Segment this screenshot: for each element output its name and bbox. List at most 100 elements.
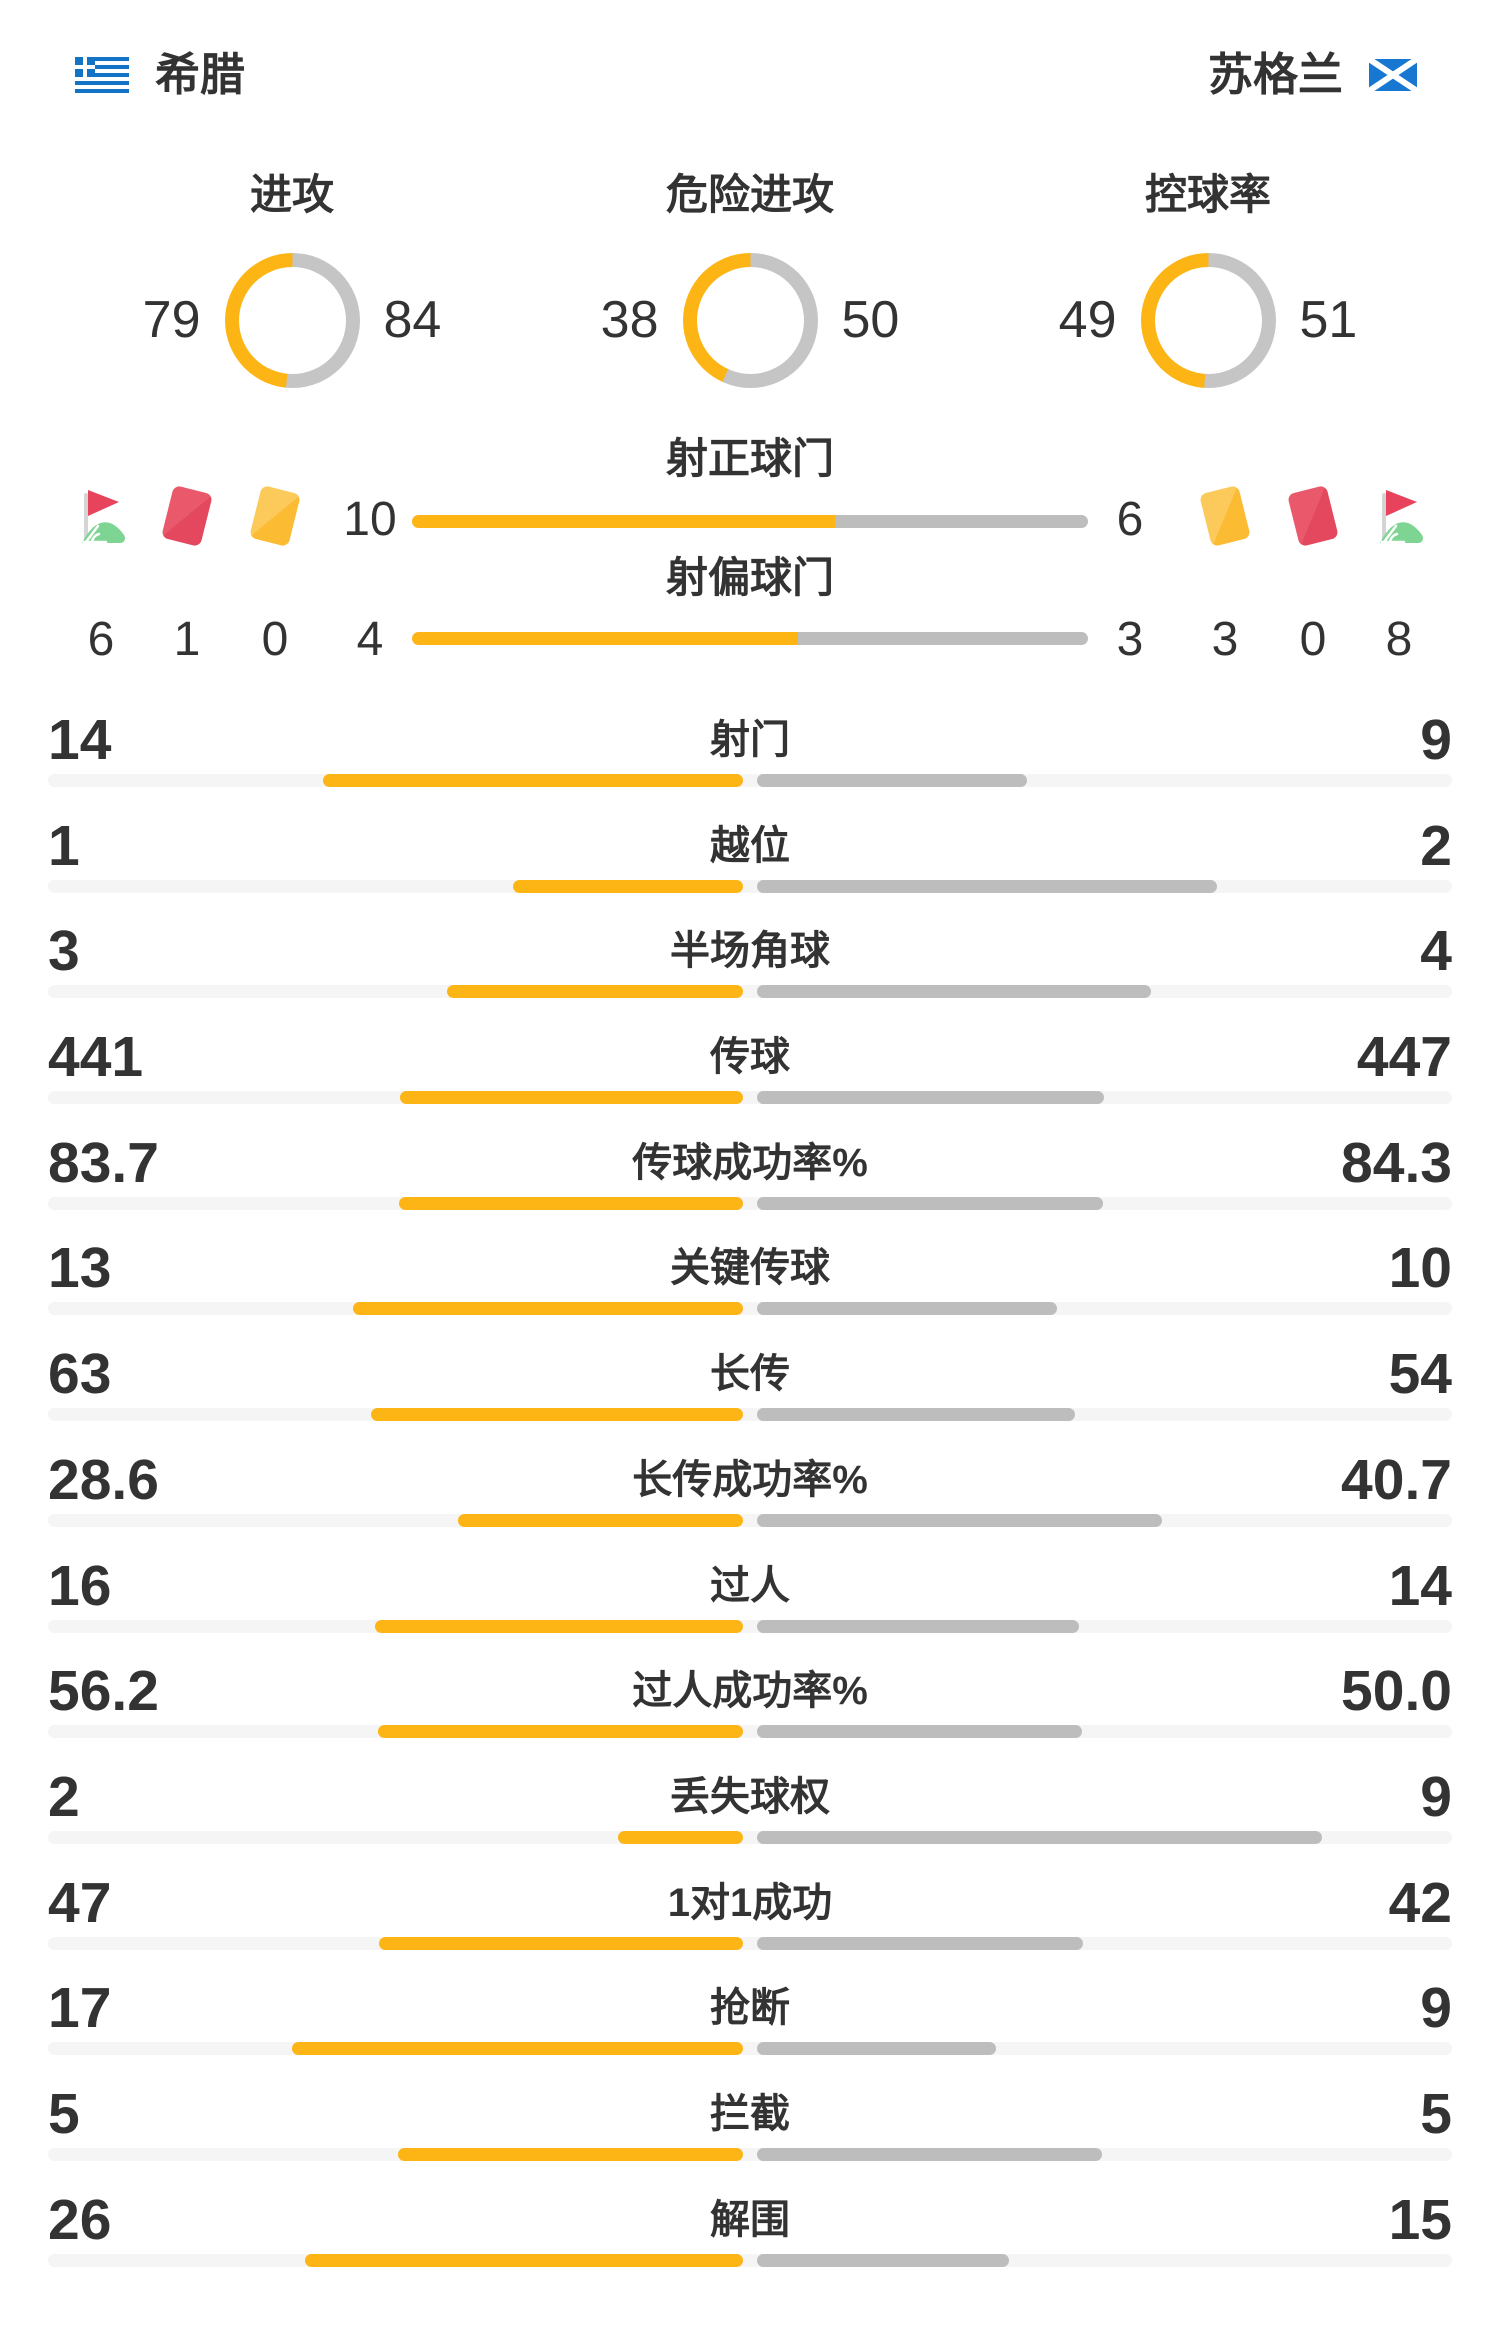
away-team-name: 苏格兰 [1207,49,1343,100]
stat-label: 半场角球 [670,929,830,974]
stat-row: 441 传球 447 [0,1017,1500,1123]
stat-bar-home [292,2042,743,2056]
stat-row: 47 1对1成功 42 [0,1863,1500,1969]
donut-hole [1154,267,1262,374]
stat-label: 射门 [710,718,790,762]
stat-bar-home [447,985,743,999]
stat-bar-track [48,1196,1452,1210]
shots-on-target-title: 射正球门 [665,435,834,482]
stat-home-value: 28.6 [48,1447,159,1512]
shots-on-away-value: 6 [1116,493,1144,546]
stat-label: 抢断 [710,1986,790,2031]
donut-home-value: 38 [600,291,659,349]
away-red-card-count: 0 [1299,613,1327,666]
corner-flag-icon [80,488,127,545]
stat-bar-away [757,1830,1322,1844]
shots-off-away-value: 3 [1116,613,1144,666]
stat-row: 16 过人 14 [0,1546,1500,1652]
stat-row: 14 射门 9 [0,700,1500,806]
stat-bar-away [757,1619,1079,1633]
stat-home-value: 441 [48,1025,144,1090]
stat-label: 过人 [710,1563,790,1608]
donut-away-value: 84 [383,291,442,349]
donut-away-value: 50 [841,291,900,349]
stat-bar-home [398,2147,743,2161]
stat-bar-home [399,1196,743,1210]
stat-bar-home [618,1830,743,1844]
stat-bar-track [48,2042,1452,2056]
stat-row: 28.6 长传成功率% 40.7 [0,1440,1500,1546]
shots-off-target-bar [412,632,1088,645]
stats-list: 14 射门 9 1 越位 2 3 半场角球 4 441 传球 4 [0,700,1500,2285]
stat-away-value: 9 [1420,1976,1452,2041]
stat-bar-track [48,1936,1452,1950]
stat-bar-home [323,774,743,787]
donut-hole [238,267,346,374]
stat-home-value: 56.2 [48,1659,159,1724]
away-corner-count: 8 [1385,613,1413,666]
stat-home-value: 16 [48,1553,112,1618]
stat-bar-away [757,1513,1162,1527]
stat-home-value: 17 [48,1976,112,2041]
yellow-card-icon [1199,484,1251,548]
stat-label: 丢失球权 [670,1774,830,1819]
stat-bar-home [353,1302,743,1316]
stat-bar-home [305,2253,743,2267]
donut-ring [682,253,818,388]
donut-home-value: 49 [1058,291,1117,349]
donut-group: 危险进攻 38 50 [521,170,979,400]
stat-away-value: 9 [1420,708,1452,772]
stat-away-value: 50.0 [1341,1659,1452,1724]
away-team: 苏格兰 [1208,50,1417,100]
stat-bar-away [757,2042,996,2056]
stat-home-value: 26 [48,2187,112,2252]
stat-label: 传球成功率% [632,1140,868,1185]
stat-row: 56.2 过人成功率% 50.0 [0,1651,1500,1757]
home-team-name: 希腊 [155,49,246,100]
donut-hole [696,267,804,374]
stat-away-value: 9 [1420,1764,1452,1829]
donut-label: 控球率 [1144,171,1271,218]
stat-bar-home [378,1725,743,1739]
stat-bar-track [48,1513,1452,1527]
donut-ring [224,253,360,388]
stat-away-value: 14 [1388,1553,1452,1618]
stat-away-value: 15 [1388,2187,1452,2252]
stat-label: 拦截 [710,2091,790,2136]
shots-off-target-title: 射偏球门 [665,554,834,601]
stat-home-value: 5 [48,2081,80,2146]
stat-row: 1 越位 2 [0,806,1500,912]
stat-bar-track [48,2147,1452,2161]
stat-bar-away [757,1091,1104,1105]
stat-bar-home [375,1619,743,1633]
donut-away-value: 51 [1299,291,1358,349]
stat-row: 63 长传 54 [0,1334,1500,1440]
stat-home-value: 2 [48,1764,80,1829]
donut-row: 49 51 [1058,253,1358,388]
shots-on-home-value: 10 [343,493,397,546]
team-header: 希腊 苏格兰 [0,50,1500,100]
shots-off-home-bar [412,632,798,645]
donut-label: 危险进攻 [665,171,834,218]
stat-home-value: 63 [48,1342,112,1407]
stat-label: 长传 [710,1352,790,1397]
donut-group: 控球率 49 51 [979,170,1437,400]
home-yellow-card-count: 0 [261,613,289,666]
shots-off-away-bar [798,632,1088,645]
stat-bar-away [757,879,1217,893]
stat-bar-home [400,1091,743,1105]
stat-bar-track [48,1091,1452,1105]
corner-flag-icon [1378,488,1425,545]
stat-bar-away [757,1936,1083,1950]
stat-bar-track [48,1725,1452,1739]
shots-on-away-bar [835,515,1088,528]
stat-away-value: 10 [1388,1236,1452,1301]
stat-row: 13 关键传球 10 [0,1228,1500,1334]
stat-home-value: 14 [48,708,112,772]
stat-label: 越位 [710,823,790,868]
stat-bar-away [757,985,1151,999]
shots-off-home-value: 4 [356,613,384,666]
stat-bar-away [757,774,1027,787]
stat-away-value: 447 [1356,1025,1452,1090]
